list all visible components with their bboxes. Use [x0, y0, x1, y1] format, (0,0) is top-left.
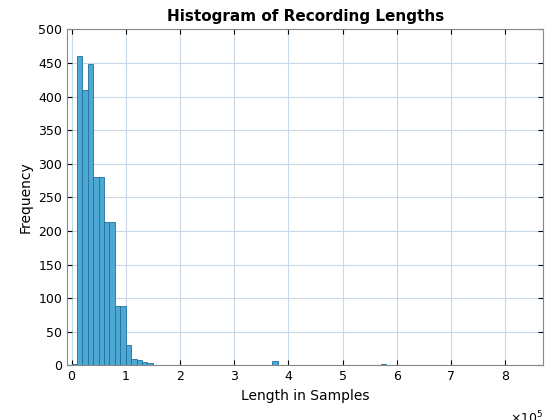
Bar: [93, 177, 99, 365]
Bar: [131, 359, 137, 365]
Bar: [110, 222, 115, 365]
Bar: [120, 306, 126, 365]
Bar: [82, 90, 88, 365]
Y-axis label: Frequency: Frequency: [19, 162, 33, 233]
Bar: [142, 362, 147, 365]
Bar: [72, 364, 77, 365]
Bar: [147, 363, 153, 365]
Bar: [126, 345, 131, 365]
Bar: [272, 361, 278, 365]
Bar: [99, 177, 104, 365]
Title: Histogram of Recording Lengths: Histogram of Recording Lengths: [166, 9, 444, 24]
Bar: [137, 360, 142, 365]
Text: $\times10^5$: $\times10^5$: [510, 410, 543, 420]
Bar: [115, 306, 120, 365]
Bar: [88, 64, 93, 365]
X-axis label: Length in Samples: Length in Samples: [241, 389, 370, 403]
Bar: [104, 222, 110, 365]
Bar: [77, 56, 82, 365]
Bar: [381, 364, 386, 365]
